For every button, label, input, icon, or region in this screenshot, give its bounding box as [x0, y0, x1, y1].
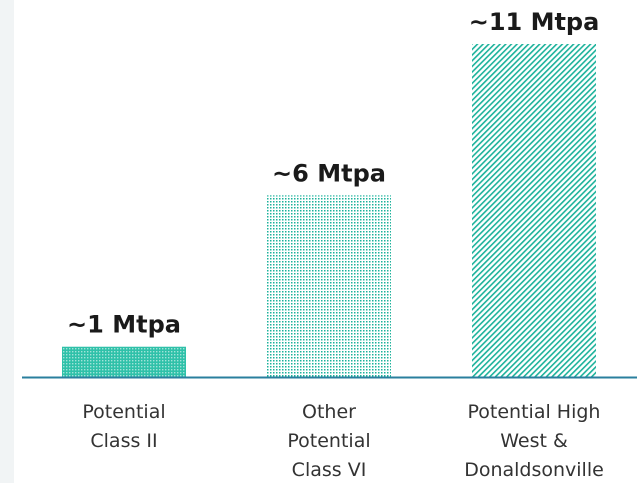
category-label-3-line-1: Potential High — [468, 401, 601, 423]
bars-layer — [62, 44, 596, 377]
category-label-3-line-3: Donaldsonville — [464, 459, 604, 481]
value-label-3: ~11 Mtpa — [469, 8, 600, 36]
value-label-2: ~6 Mtpa — [272, 159, 386, 187]
category-label-3-line-2: West & — [500, 430, 568, 452]
bar-1 — [62, 346, 186, 377]
left-margin-strip — [0, 0, 14, 483]
value-label-1: ~1 Mtpa — [67, 311, 181, 339]
labels-layer: ~1 Mtpa Potential Class II ~6 Mtpa Other Pote… — [67, 8, 604, 481]
category-label-2-line-3: Class VI — [292, 459, 367, 481]
category-label-1-line-2: Class II — [90, 430, 157, 452]
category-label-1-line-1: Potential — [82, 401, 165, 423]
category-label-2-line-1: Other — [302, 401, 356, 423]
bar-3 — [472, 44, 596, 377]
bar-2 — [267, 195, 391, 377]
category-label-2-line-2: Potential — [287, 430, 370, 452]
